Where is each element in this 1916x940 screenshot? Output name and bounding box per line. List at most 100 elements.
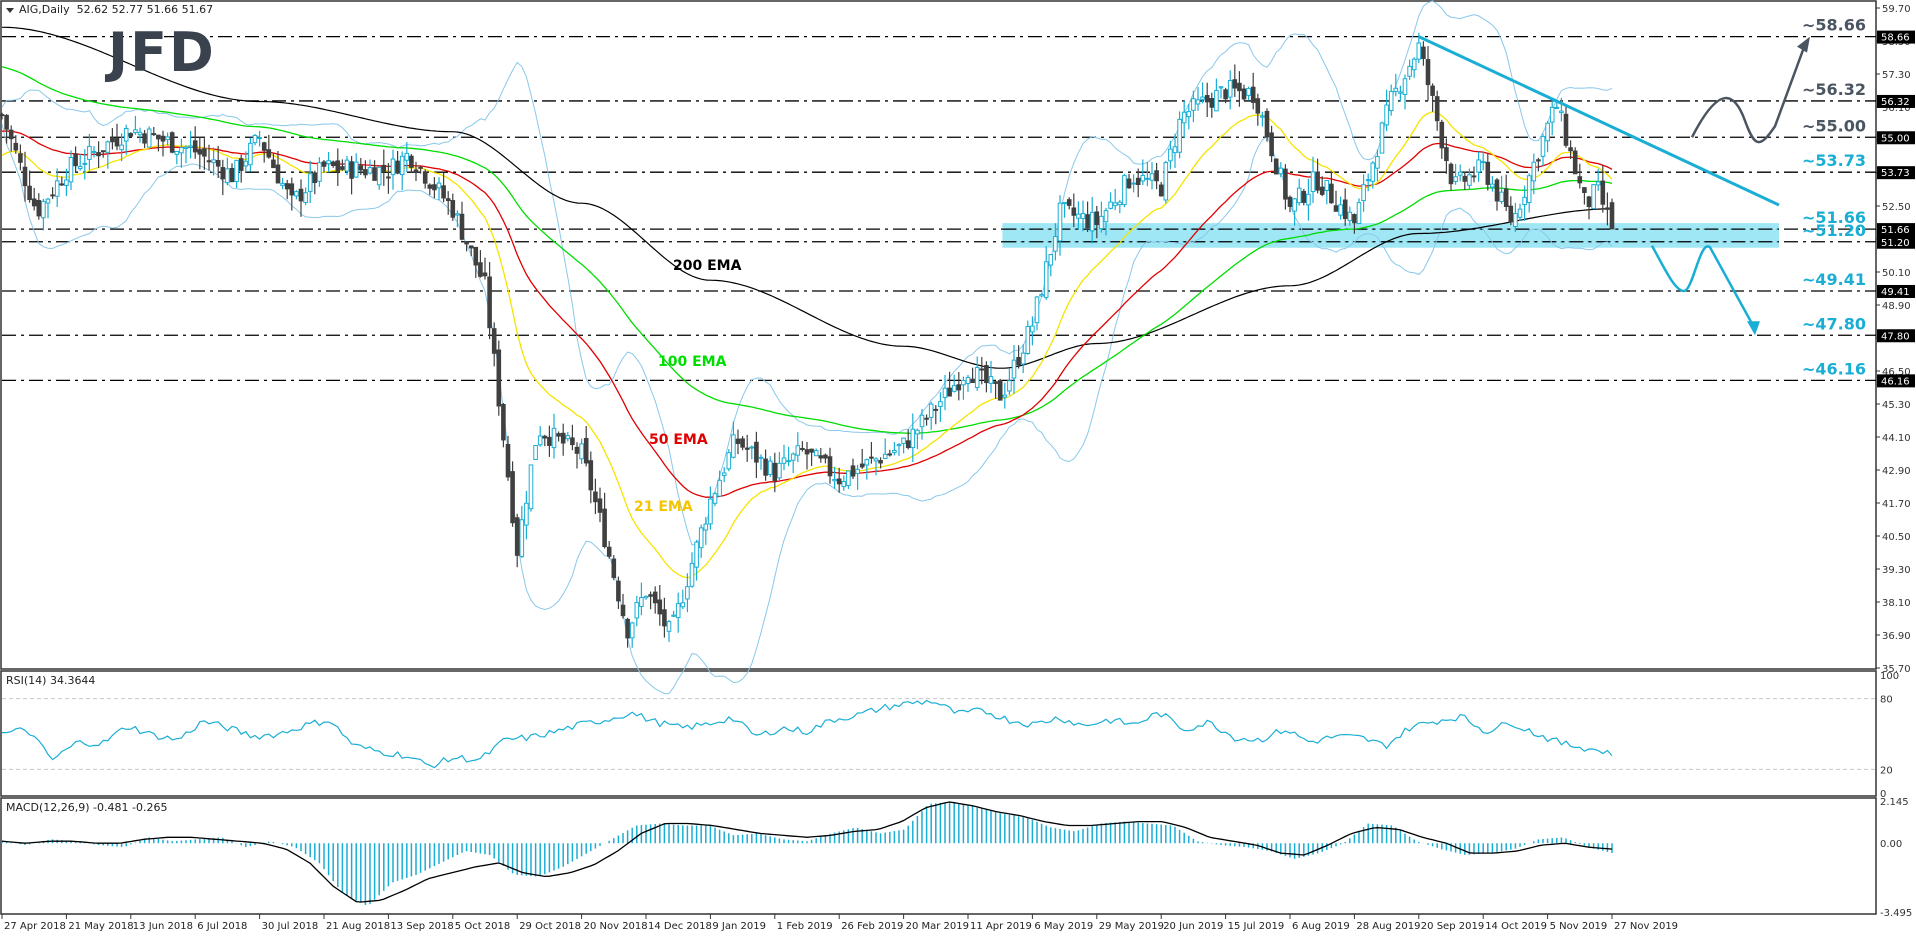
candle-body <box>1007 380 1012 392</box>
candle-body <box>795 445 801 456</box>
candle-body <box>289 183 295 196</box>
candle-body <box>528 464 534 510</box>
candle-body <box>478 262 483 277</box>
candle-body <box>31 198 37 207</box>
candle-body <box>1076 213 1081 219</box>
candle-body <box>1494 179 1500 202</box>
level-label: ~56.32 <box>1802 80 1866 99</box>
candle-body <box>234 159 239 183</box>
level-price-tag-text: 51.66 <box>1881 225 1910 236</box>
macd-signal-line <box>1 801 1613 903</box>
y-tick-label: 48.90 <box>1882 301 1911 312</box>
level-price-tag-text: 46.16 <box>1881 376 1910 387</box>
ema200-line <box>2 26 1610 369</box>
x-tick-label: 14 Dec 2018 <box>648 921 712 932</box>
candle-body <box>197 149 203 155</box>
candle-body <box>1329 183 1334 204</box>
candle-body <box>896 444 902 447</box>
candle-body <box>1582 187 1587 193</box>
candle-body <box>1559 110 1564 114</box>
candle-body <box>1416 42 1422 60</box>
candle-body <box>418 166 423 169</box>
candle-body <box>1398 91 1403 94</box>
candle-body <box>1057 202 1063 242</box>
candle-body <box>1260 115 1265 118</box>
candle-body <box>901 437 906 444</box>
candle-body <box>1430 85 1435 96</box>
x-tick-label: 11 Apr 2019 <box>970 921 1032 932</box>
candle-body <box>1163 162 1169 201</box>
candle-body <box>1448 163 1454 185</box>
candle-body <box>1011 359 1017 379</box>
y-tick-label: 38.10 <box>1882 598 1911 609</box>
candle-body <box>1467 174 1472 186</box>
candle-body <box>993 381 998 384</box>
candle-body <box>1283 168 1288 200</box>
macd-histogram <box>1 802 1613 905</box>
candle-body <box>395 160 400 174</box>
candle-body <box>1080 212 1086 219</box>
candle-body <box>1609 202 1615 230</box>
candle-body <box>537 435 543 446</box>
candle-body <box>280 183 285 186</box>
candle-body <box>767 460 773 475</box>
candle-body <box>45 198 51 204</box>
candle-body <box>473 246 479 266</box>
candle-body <box>257 137 262 140</box>
candle-body <box>41 200 46 219</box>
candle-body <box>142 133 147 144</box>
candle-body <box>1444 147 1449 162</box>
candle-body <box>422 171 428 184</box>
candle-body <box>436 182 442 189</box>
candle-body <box>1540 135 1546 157</box>
candle-body <box>1379 122 1385 154</box>
candle-body <box>662 609 667 627</box>
candle-body <box>1246 87 1251 96</box>
candle-body <box>772 462 778 481</box>
candle-body <box>252 134 258 144</box>
chart-header[interactable]: AIG,Daily 52.62 52.77 51.66 51.67 <box>6 3 213 16</box>
candle-body <box>261 142 267 151</box>
candle-body <box>1531 161 1537 182</box>
candle-body <box>1089 211 1095 232</box>
candle-body <box>1384 104 1389 126</box>
support-zone <box>1002 223 1779 248</box>
candle-body <box>1273 158 1279 175</box>
candle-body <box>855 468 860 475</box>
level-price-tag-text: 53.73 <box>1881 168 1910 179</box>
candle-body <box>123 128 129 142</box>
candle-body <box>800 447 805 450</box>
candle-body <box>0 114 5 117</box>
candle-body <box>1085 214 1090 229</box>
candles <box>0 32 1615 648</box>
candle-body <box>910 428 916 449</box>
dropdown-triangle-icon[interactable] <box>6 7 14 13</box>
candle-body <box>220 167 226 180</box>
candle-body <box>1122 175 1127 206</box>
level-price-tag-text: 56.32 <box>1881 97 1910 108</box>
x-tick-label: 28 Aug 2019 <box>1356 921 1420 932</box>
candle-body <box>510 471 515 524</box>
candle-body <box>933 408 939 411</box>
candle-body <box>1191 98 1196 111</box>
candle-body <box>390 158 396 176</box>
candle-body <box>846 470 851 487</box>
candle-body <box>404 152 410 161</box>
level-price-tag <box>1877 94 1915 108</box>
candle-body <box>491 328 497 354</box>
candle-body <box>165 136 170 141</box>
y-tick-label: 40.50 <box>1882 532 1911 543</box>
candle-body <box>882 453 888 460</box>
rsi-line <box>2 699 1613 769</box>
candle-body <box>349 161 354 179</box>
candle-body <box>156 134 161 140</box>
candle-body <box>59 183 65 186</box>
ohlc-values: 52.62 52.77 51.66 51.67 <box>76 3 214 16</box>
ema-label: 50 EMA <box>649 432 708 448</box>
candle-body <box>1319 186 1325 195</box>
candle-body <box>133 129 138 133</box>
candle-body <box>1066 199 1072 206</box>
candle-body <box>1030 325 1035 333</box>
